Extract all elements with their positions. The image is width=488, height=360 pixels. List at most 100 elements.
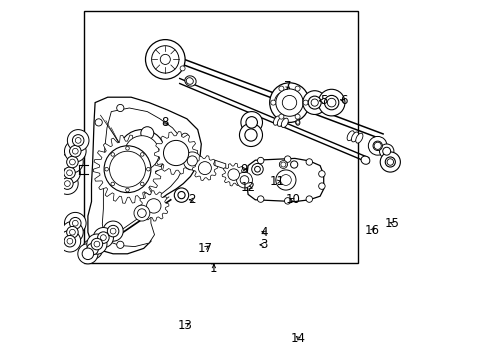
Text: 17: 17 <box>197 242 212 255</box>
Polygon shape <box>246 158 323 202</box>
Circle shape <box>180 66 185 71</box>
Polygon shape <box>154 131 197 175</box>
Circle shape <box>275 89 303 116</box>
Polygon shape <box>253 164 261 174</box>
Circle shape <box>59 230 81 252</box>
Text: 12: 12 <box>240 181 255 194</box>
Text: 8: 8 <box>161 116 169 129</box>
Circle shape <box>303 100 307 105</box>
Circle shape <box>137 209 146 217</box>
Circle shape <box>227 169 239 180</box>
Polygon shape <box>192 156 217 181</box>
Circle shape <box>61 178 73 189</box>
Circle shape <box>63 167 75 179</box>
Circle shape <box>111 153 114 156</box>
Circle shape <box>326 98 335 107</box>
Circle shape <box>372 141 382 150</box>
Circle shape <box>295 121 299 124</box>
Text: 15: 15 <box>384 217 399 230</box>
Ellipse shape <box>283 95 291 107</box>
Circle shape <box>367 136 386 155</box>
Ellipse shape <box>355 133 362 143</box>
Circle shape <box>103 221 123 241</box>
Circle shape <box>146 167 150 171</box>
Circle shape <box>324 95 338 110</box>
Circle shape <box>67 238 73 244</box>
Circle shape <box>124 136 159 170</box>
Ellipse shape <box>279 161 287 168</box>
Circle shape <box>72 135 84 146</box>
Circle shape <box>101 235 106 240</box>
Circle shape <box>125 147 129 150</box>
Circle shape <box>59 162 80 184</box>
Circle shape <box>67 130 89 151</box>
Circle shape <box>245 117 257 128</box>
Circle shape <box>160 54 170 64</box>
Ellipse shape <box>273 116 280 125</box>
Circle shape <box>117 241 123 248</box>
Circle shape <box>294 114 300 119</box>
Circle shape <box>187 156 197 166</box>
Circle shape <box>280 175 291 185</box>
Circle shape <box>284 156 290 162</box>
Ellipse shape <box>274 93 283 104</box>
Circle shape <box>141 127 153 140</box>
Text: 1: 1 <box>210 262 217 275</box>
Circle shape <box>69 145 81 157</box>
Ellipse shape <box>281 118 288 127</box>
Text: 5: 5 <box>319 94 327 107</box>
Circle shape <box>382 147 390 155</box>
Circle shape <box>61 221 83 243</box>
Circle shape <box>244 129 257 141</box>
Circle shape <box>279 161 287 168</box>
Ellipse shape <box>287 97 295 108</box>
Circle shape <box>104 146 151 193</box>
Circle shape <box>125 188 129 192</box>
Circle shape <box>87 234 107 254</box>
Circle shape <box>111 182 114 186</box>
Circle shape <box>110 228 116 234</box>
Text: 11: 11 <box>269 175 284 188</box>
Circle shape <box>275 170 295 190</box>
Circle shape <box>310 99 318 106</box>
Text: 13: 13 <box>177 319 192 332</box>
Circle shape <box>241 112 262 133</box>
Circle shape <box>278 86 284 91</box>
Circle shape <box>107 225 119 237</box>
Circle shape <box>82 239 102 259</box>
Circle shape <box>69 229 75 235</box>
Circle shape <box>280 162 285 167</box>
Circle shape <box>318 183 325 189</box>
Circle shape <box>141 166 153 179</box>
Circle shape <box>146 199 161 213</box>
Circle shape <box>82 248 94 260</box>
Circle shape <box>270 100 275 105</box>
Circle shape <box>305 159 312 165</box>
Circle shape <box>257 196 264 202</box>
Circle shape <box>163 140 188 166</box>
Circle shape <box>87 243 98 255</box>
Circle shape <box>305 196 312 202</box>
Circle shape <box>64 181 70 186</box>
Ellipse shape <box>186 78 193 84</box>
Circle shape <box>72 148 78 154</box>
Circle shape <box>95 119 102 126</box>
Circle shape <box>64 212 86 234</box>
Text: 7: 7 <box>284 80 291 93</box>
Circle shape <box>282 95 296 110</box>
Circle shape <box>151 46 179 73</box>
Circle shape <box>174 188 188 202</box>
Circle shape <box>109 151 145 187</box>
Circle shape <box>178 192 185 199</box>
Circle shape <box>66 226 78 238</box>
Polygon shape <box>93 135 162 203</box>
Circle shape <box>236 172 252 188</box>
Circle shape <box>93 228 113 248</box>
Circle shape <box>66 156 78 168</box>
Circle shape <box>69 217 81 229</box>
Circle shape <box>254 166 260 172</box>
Circle shape <box>72 220 78 226</box>
Circle shape <box>278 114 284 119</box>
Circle shape <box>118 130 165 176</box>
Circle shape <box>380 152 400 172</box>
